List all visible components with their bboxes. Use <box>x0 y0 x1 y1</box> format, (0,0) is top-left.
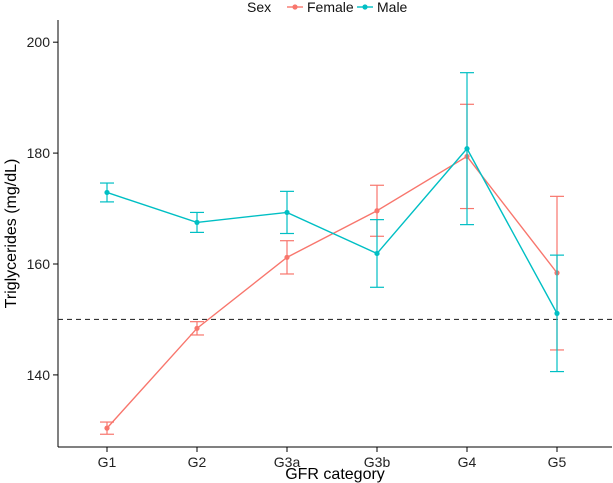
y-tick-label: 140 <box>27 367 51 383</box>
x-tick-label: G2 <box>188 454 207 470</box>
legend: Sex Female Male <box>247 0 408 15</box>
x-tick-label: G1 <box>98 454 117 470</box>
x-tick-label: G5 <box>548 454 567 470</box>
x-tick-label: G3a <box>274 454 301 470</box>
series-male <box>100 72 564 373</box>
legend-label-female: Female <box>307 0 354 15</box>
y-axis-title: Triglycerides (mg/dL) <box>3 159 20 309</box>
data-point-male <box>554 310 560 316</box>
x-axis-title: GFR category <box>285 466 385 483</box>
data-point-female <box>104 425 110 431</box>
x-tick-label: G3b <box>364 454 391 470</box>
y-tick-label: 160 <box>27 256 51 272</box>
x-tick-label: G4 <box>458 454 477 470</box>
series-line-female <box>106 155 558 429</box>
legend-key-point <box>362 4 368 10</box>
legend-label-male: Male <box>377 0 408 15</box>
series-layer <box>100 72 564 435</box>
data-point-female <box>374 208 380 214</box>
data-point-female <box>284 254 290 260</box>
data-point-male <box>284 209 290 216</box>
legend-key-point <box>292 4 298 10</box>
legend-item-female: Female <box>287 0 354 15</box>
data-point-male <box>104 189 110 196</box>
legend-title: Sex <box>247 0 271 15</box>
data-point-male <box>194 219 200 226</box>
y-axis: 140 160 180 200 <box>27 20 59 447</box>
data-point-male <box>464 146 470 152</box>
series-female <box>100 103 564 435</box>
x-axis: G1 G2 G3a G3b G4 G5 <box>58 446 612 470</box>
data-point-male <box>374 250 380 257</box>
legend-item-male: Male <box>357 0 408 15</box>
data-point-female <box>194 325 200 331</box>
y-tick-label: 180 <box>27 145 51 161</box>
series-line-male <box>106 147 558 314</box>
y-tick-label: 200 <box>27 34 51 50</box>
